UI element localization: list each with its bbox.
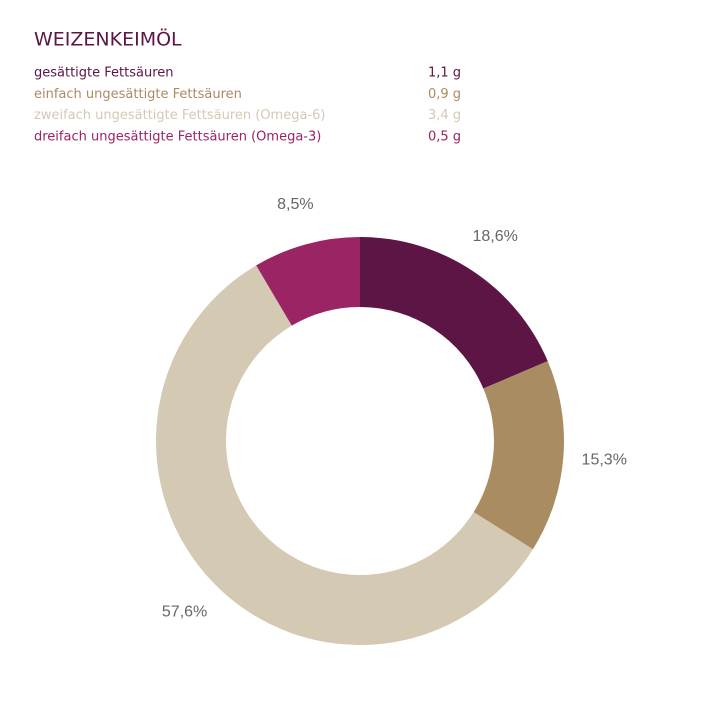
chart-title: WEIZENKEIMÖL (34, 28, 182, 51)
legend-amount: 0,5 g (428, 129, 461, 144)
donut-segment (155, 265, 533, 645)
value-label: 18,6% (472, 228, 517, 245)
value-label: 57,6% (162, 603, 207, 620)
value-label: 15,3% (582, 451, 627, 468)
legend-label: zweifach ungesättigte Fettsäuren (Omega-… (34, 108, 325, 123)
donut-segment (473, 361, 564, 550)
legend-label: gesättigte Fettsäuren (34, 66, 174, 81)
legend-amount: 1,1 g (428, 66, 461, 81)
donut-segment (360, 237, 548, 389)
donut-segment (256, 237, 360, 326)
legend-label: einfach ungesättigte Fettsäuren (34, 87, 242, 102)
legend-label: dreifach ungesättigte Fettsäuren (Omega-… (34, 129, 321, 144)
legend-amount: 0,9 g (428, 87, 461, 102)
legend-amount: 3,4 g (428, 108, 461, 123)
value-label: 8,5% (277, 196, 313, 213)
